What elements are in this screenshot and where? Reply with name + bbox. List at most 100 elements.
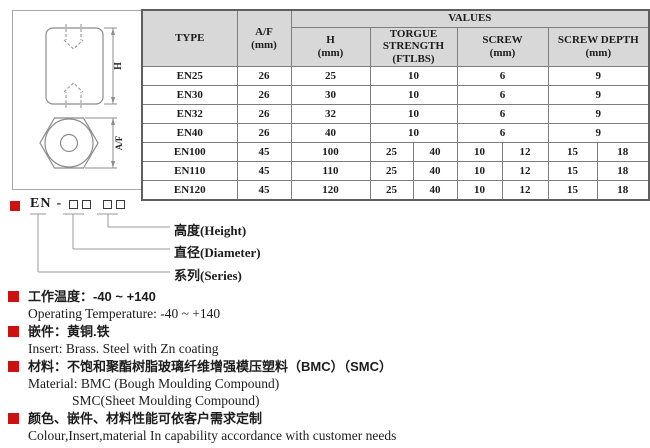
cell-h: 100 (290, 142, 371, 163)
h-dimension-label: H (113, 62, 124, 70)
cell-af: 45 (236, 180, 292, 201)
cell-depth: 9 (547, 104, 650, 125)
cell-torque: 10 (369, 123, 458, 144)
digit-box-icon (82, 199, 92, 209)
height-label: 高度(Height) (174, 223, 247, 238)
cell-depth-min: 15 (547, 142, 598, 163)
part-diagram: H A/F (12, 10, 142, 190)
cell-torque-min: 25 (369, 161, 414, 182)
table-row: EN25 26 25 10 6 9 (141, 66, 650, 87)
dimension-h (104, 27, 117, 105)
cell-type: EN100 (141, 142, 238, 163)
material-en-smc: SMC(Sheet Moulding Compound) (72, 393, 260, 409)
digit-box-icon (116, 199, 126, 209)
cell-torque: 10 (369, 66, 458, 87)
digit-box-icon (103, 199, 113, 209)
cell-h: 40 (290, 123, 371, 144)
col-header-screw: SCREW (mm) (456, 26, 549, 68)
digit-box-icon (69, 199, 79, 209)
cell-torque: 10 (369, 85, 458, 106)
cell-type: EN40 (141, 123, 238, 144)
red-bullet-icon (8, 360, 19, 372)
part-number-code: EN - (30, 196, 129, 212)
cell-type: EN120 (141, 180, 238, 201)
table-header-row-1: TYPE A/F (mm) VALUES (141, 9, 650, 68)
col-header-screw-depth: SCREW DEPTH (mm) (547, 26, 650, 68)
cell-type: EN110 (141, 161, 238, 182)
note-text: 材料：不饱和聚酯树脂玻璃纤维增强模压塑料（BMC）（SMC） (28, 358, 392, 374)
red-bullet-icon (8, 326, 19, 338)
cell-type: EN25 (141, 66, 238, 87)
customization-en: Colour,Insert,material In capability acc… (28, 428, 397, 444)
cell-af: 45 (236, 161, 292, 182)
cell-depth-min: 15 (547, 180, 598, 201)
cell-h: 110 (290, 161, 371, 182)
table-header-row-2: H (mm) TORGUE STRENGTH (FTLBS) SCREW (mm… (142, 26, 650, 68)
cell-af: 45 (236, 142, 292, 163)
diameter-label: 直径(Diameter) (174, 245, 261, 260)
af-dimension-label: A/F (114, 135, 124, 150)
table-row: EN32 26 32 10 6 9 (141, 104, 650, 125)
cell-af: 26 (236, 123, 292, 144)
cell-torque: 10 (369, 104, 458, 125)
cell-screw-min: 10 (456, 161, 503, 182)
material-cn: 材料：不饱和聚酯树脂玻璃纤维增强模压塑料（BMC）（SMC） (8, 358, 648, 375)
dimension-af (85, 117, 117, 169)
cell-screw: 6 (456, 66, 549, 87)
red-bullet-icon (8, 413, 19, 425)
cell-screw-max: 12 (501, 161, 549, 182)
cell-depth: 9 (547, 85, 650, 106)
table-row: EN40 26 40 10 6 9 (141, 123, 650, 144)
cell-screw: 6 (456, 123, 549, 144)
cell-type: EN32 (141, 104, 238, 125)
insert-en: Insert: Brass. Steel with Zn coating (28, 341, 219, 357)
operating-temperature-en: Operating Temperature: -40 ~ +140 (28, 306, 221, 322)
table-row: EN120 45 120 25 40 10 12 15 18 (141, 180, 650, 201)
cell-depth-max: 18 (596, 180, 650, 201)
insert-cn: 嵌件：黄铜.铁 (8, 323, 648, 340)
side-view (45, 24, 104, 108)
cell-depth-max: 18 (596, 142, 650, 163)
cell-torque-min: 25 (369, 180, 414, 201)
red-bullet-icon (8, 291, 19, 303)
cell-depth: 9 (547, 66, 650, 87)
cell-screw: 6 (456, 104, 549, 125)
cell-h: 120 (290, 180, 371, 201)
cell-screw: 6 (456, 85, 549, 106)
col-header-af: A/F (mm) (236, 9, 292, 68)
col-header-h: H (mm) (290, 26, 371, 68)
spec-table: TYPE A/F (mm) VALUES H (mm) TORGUE STREN… (141, 9, 650, 201)
table-row: EN110 45 110 25 40 10 12 15 18 (141, 161, 650, 182)
part-number-separator: - (56, 196, 63, 211)
cell-af: 26 (236, 66, 292, 87)
operating-temperature-cn: 工作温度：-40 ~ +140 (8, 288, 648, 305)
note-text: 嵌件：黄铜.铁 (28, 323, 110, 339)
table-row: EN30 26 30 10 6 9 (141, 85, 650, 106)
cell-type: EN30 (141, 85, 238, 106)
note-text: 工作温度：-40 ~ +140 (28, 289, 156, 304)
diagram-border (12, 10, 142, 190)
col-header-torque: TORGUE STRENGTH (FTLBS) (369, 26, 458, 68)
cell-screw-max: 12 (501, 142, 549, 163)
cell-screw-min: 10 (456, 142, 503, 163)
cell-screw-min: 10 (456, 180, 503, 201)
cell-h: 30 (290, 85, 371, 106)
cell-h: 32 (290, 104, 371, 125)
cell-torque-min: 25 (369, 142, 414, 163)
cell-h: 25 (290, 66, 371, 87)
top-view-hex (39, 117, 99, 169)
cell-screw-max: 12 (501, 180, 549, 201)
cell-depth: 9 (547, 123, 650, 144)
part-number-prefix: EN (30, 196, 52, 211)
part-diagram-svg: H A/F (12, 10, 142, 190)
notes-section: 工作温度：-40 ~ +140 Operating Temperature: -… (8, 288, 648, 445)
col-header-values: VALUES (290, 9, 650, 28)
cell-af: 26 (236, 104, 292, 125)
cell-depth-max: 18 (596, 161, 650, 182)
series-label: 系列(Series) (174, 268, 242, 283)
red-bullet-icon (10, 201, 20, 211)
cell-torque-max: 40 (412, 142, 458, 163)
col-header-type: TYPE (141, 9, 238, 68)
note-text: 颜色、嵌件、材料性能可依客户需求定制 (28, 410, 263, 426)
